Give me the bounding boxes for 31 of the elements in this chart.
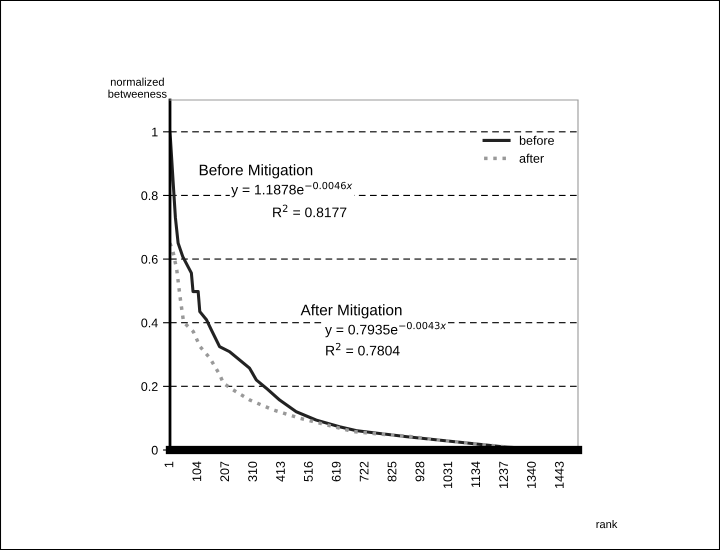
annotation: y = 1.1878e$^{−0.0046x}$ — [231, 182, 352, 198]
x-tick-label: 928 — [415, 462, 424, 482]
x-tick-label: 619 — [332, 462, 341, 482]
x-tick-label: 722 — [360, 462, 368, 482]
annotation: y = 0.7935e$^{−0.0043x}$ — [325, 322, 446, 338]
y-tick-label: 1 — [152, 128, 158, 136]
y-axis-title: normalized betweeness — [108, 78, 167, 98]
y-tick-label: 0.8 — [141, 191, 158, 200]
annotation: R$^{2}$ = 0.8177 — [273, 204, 346, 218]
x-tick-label: 1340 — [527, 462, 536, 488]
annotation: Before Mitigation — [200, 164, 312, 178]
x-tick-label: 1443 — [554, 462, 564, 488]
annotation: R$^{2}$ = 0.7804 — [326, 342, 400, 356]
x-tick-label: 413 — [276, 462, 285, 482]
legend-label: before — [520, 136, 554, 145]
x-tick-label: 1031 — [443, 462, 452, 488]
x-axis-title: rank — [596, 520, 618, 528]
y-tick-label: 0 — [152, 446, 158, 455]
x-tick-label: 1134 — [471, 461, 480, 488]
y-tick-label: 0.4 — [141, 318, 158, 328]
x-tick-label: 207 — [220, 462, 230, 482]
x-tick-label: 516 — [304, 462, 313, 482]
annotation: After Mitigation — [300, 304, 402, 318]
x-tick-label: 310 — [248, 462, 258, 482]
y-tick-label: 0.6 — [141, 254, 158, 264]
legend-label: after — [520, 154, 544, 163]
x-tick-label: 1 — [164, 462, 174, 468]
x-tick-label: 1237 — [499, 462, 508, 488]
y-tick-label: 0.2 — [141, 382, 158, 392]
x-tick-label: 825 — [388, 462, 396, 482]
x-tick-label: 104 — [192, 461, 202, 482]
